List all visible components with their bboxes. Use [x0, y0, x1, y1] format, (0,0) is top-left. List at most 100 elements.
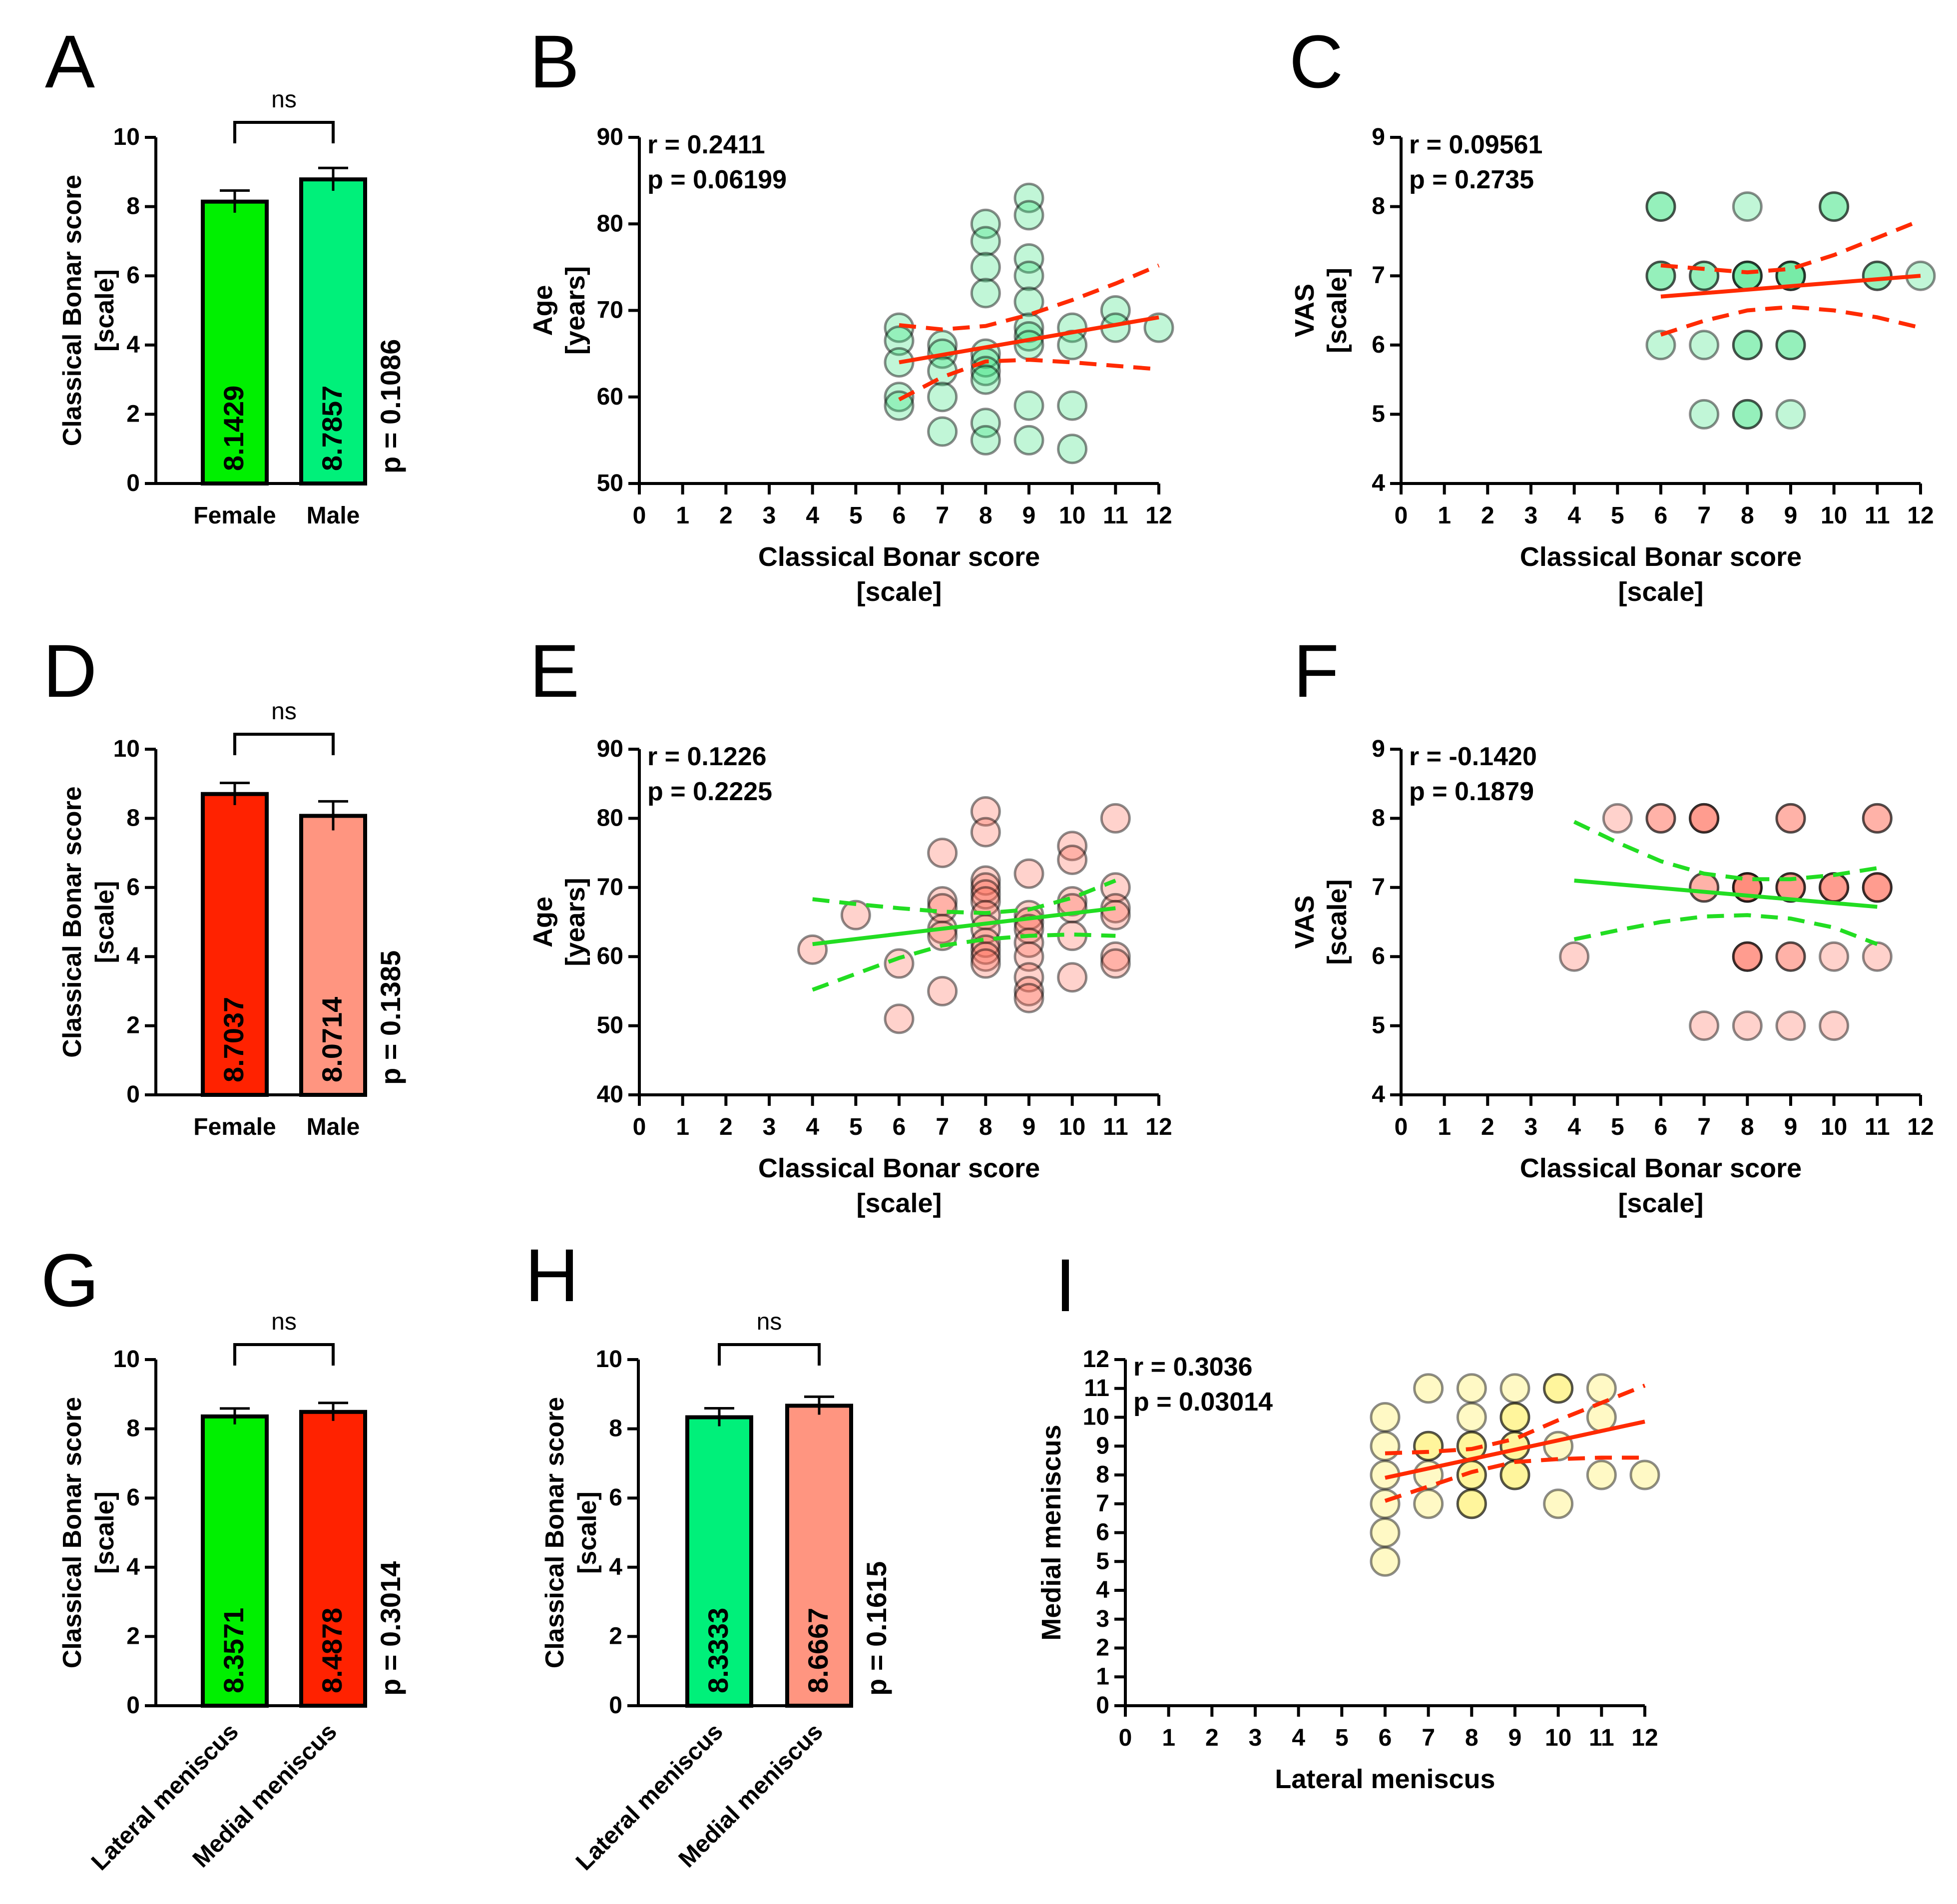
x-tick-label: 12 [1907, 1114, 1934, 1140]
data-point [1013, 390, 1044, 421]
data-point [1499, 1402, 1530, 1432]
data-point [1775, 330, 1806, 361]
y-tick-label: 10 [1083, 1404, 1109, 1430]
panel-label: E [529, 629, 579, 713]
y-tick-label: 6 [609, 1484, 622, 1511]
x-axis-label: Lateral meniscus [1275, 1764, 1495, 1794]
data-point [970, 872, 1001, 903]
y-tick-label: 8 [609, 1416, 622, 1442]
x-tick-label: 3 [1524, 1114, 1538, 1140]
data-point [1413, 1373, 1444, 1404]
data-point [1013, 962, 1044, 993]
y-tick-label: 6 [126, 262, 140, 289]
p-value-label: p = 0.1879 [1409, 777, 1534, 806]
panel-label: C [1289, 19, 1343, 103]
data-point [1689, 803, 1720, 834]
panel-g: G 0 2 4 6 8 10 Classical Bonar score [scale] 8.35… [41, 1238, 406, 1876]
y-tick-label: 0 [609, 1692, 622, 1719]
data-point [1602, 803, 1633, 834]
significance-label: ns [757, 1309, 782, 1335]
x-category-label: Male [307, 502, 360, 529]
y-tick-label: 4 [126, 1554, 140, 1580]
data-point [1057, 893, 1088, 924]
y-tick-label: 5 [1372, 1012, 1385, 1039]
x-tick-label: 4 [806, 1114, 819, 1140]
data-point [1413, 1488, 1444, 1519]
data-point [884, 948, 915, 979]
data-point [1732, 399, 1763, 430]
data-point [1689, 330, 1720, 361]
y-tick-label: 1 [1096, 1663, 1109, 1690]
data-point [1013, 182, 1044, 213]
x-tick-label: 4 [1567, 1114, 1581, 1140]
y-tick-label: 4 [126, 943, 140, 969]
y-axis-label-unit: [scale] [1322, 268, 1352, 353]
data-point [1013, 425, 1044, 456]
data-point [1775, 803, 1806, 834]
y-tick-label: 80 [597, 805, 623, 831]
y-tick-label: 5 [1372, 401, 1385, 427]
x-tick-label: 11 [1589, 1725, 1614, 1751]
y-axis-label: Classical Bonar score [58, 786, 87, 1057]
ci-upper-curve [812, 879, 1116, 916]
bar [299, 814, 367, 1097]
y-tick-label: 9 [1096, 1432, 1109, 1459]
data-point [1862, 803, 1893, 834]
data-point [1057, 844, 1088, 875]
y-tick-label: 7 [1096, 1490, 1109, 1517]
data-point [1732, 941, 1763, 972]
y-axis-label-unit: [scale] [90, 881, 119, 963]
y-tick-label: 0 [126, 1081, 140, 1108]
y-tick-label: 10 [113, 1346, 140, 1373]
x-tick-label: 10 [1545, 1725, 1571, 1751]
x-tick-label: 2 [1481, 502, 1494, 529]
x-tick-label: 7 [936, 1114, 949, 1140]
data-point [970, 941, 1001, 972]
y-tick-label: 70 [597, 874, 623, 901]
ci-lower-curve [1384, 1455, 1645, 1503]
ci-lower-curve [898, 358, 1159, 402]
data-point [1100, 872, 1131, 903]
y-tick-label: 10 [113, 736, 140, 762]
y-tick-label: 2 [126, 1012, 140, 1039]
data-point [1543, 1373, 1574, 1404]
y-tick-label: 6 [126, 874, 140, 901]
y-tick-label: 8 [126, 193, 140, 220]
data-point [970, 796, 1001, 827]
x-tick-label: 4 [1567, 502, 1581, 529]
data-point [1013, 286, 1044, 317]
y-tick-label: 7 [1372, 262, 1385, 289]
x-tick-label: 6 [1654, 502, 1668, 529]
data-point [1862, 872, 1893, 903]
bar-value-label: 8.7857 [316, 386, 348, 471]
x-tick-label: 7 [1697, 1114, 1711, 1140]
y-axis-label: Age [528, 285, 558, 336]
y-axis-label: VAS [1290, 895, 1320, 949]
x-tick-label: 11 [1103, 1114, 1128, 1140]
y-tick-label: 8 [1372, 193, 1385, 220]
data-point [1862, 803, 1893, 834]
y-tick-label: 8 [1096, 1461, 1109, 1488]
x-tick-label: 3 [763, 1114, 776, 1140]
y-tick-label: 7 [1372, 874, 1385, 901]
y-tick-label: 8 [126, 805, 140, 831]
y-tick-label: 11 [1084, 1375, 1109, 1402]
p-value-label: p = 0.1086 [375, 339, 406, 474]
x-tick-label: 0 [633, 502, 646, 529]
x-tick-label: 3 [1524, 502, 1538, 529]
data-point [1732, 941, 1763, 972]
data-point [970, 865, 1001, 896]
x-axis-label: Classical Bonar score [1520, 542, 1802, 572]
data-point [1456, 1373, 1487, 1404]
y-tick-label: 2 [126, 1623, 140, 1649]
bar-value-label: 8.6667 [802, 1608, 834, 1693]
y-tick-label: 0 [126, 1692, 140, 1719]
data-point [1543, 1488, 1574, 1519]
data-point [1100, 948, 1131, 979]
x-tick-label: 11 [1865, 1114, 1890, 1140]
y-axis-label: Classical Bonar score [540, 1397, 569, 1668]
x-tick-label: 11 [1865, 502, 1890, 529]
y-tick-label: 50 [597, 470, 623, 496]
